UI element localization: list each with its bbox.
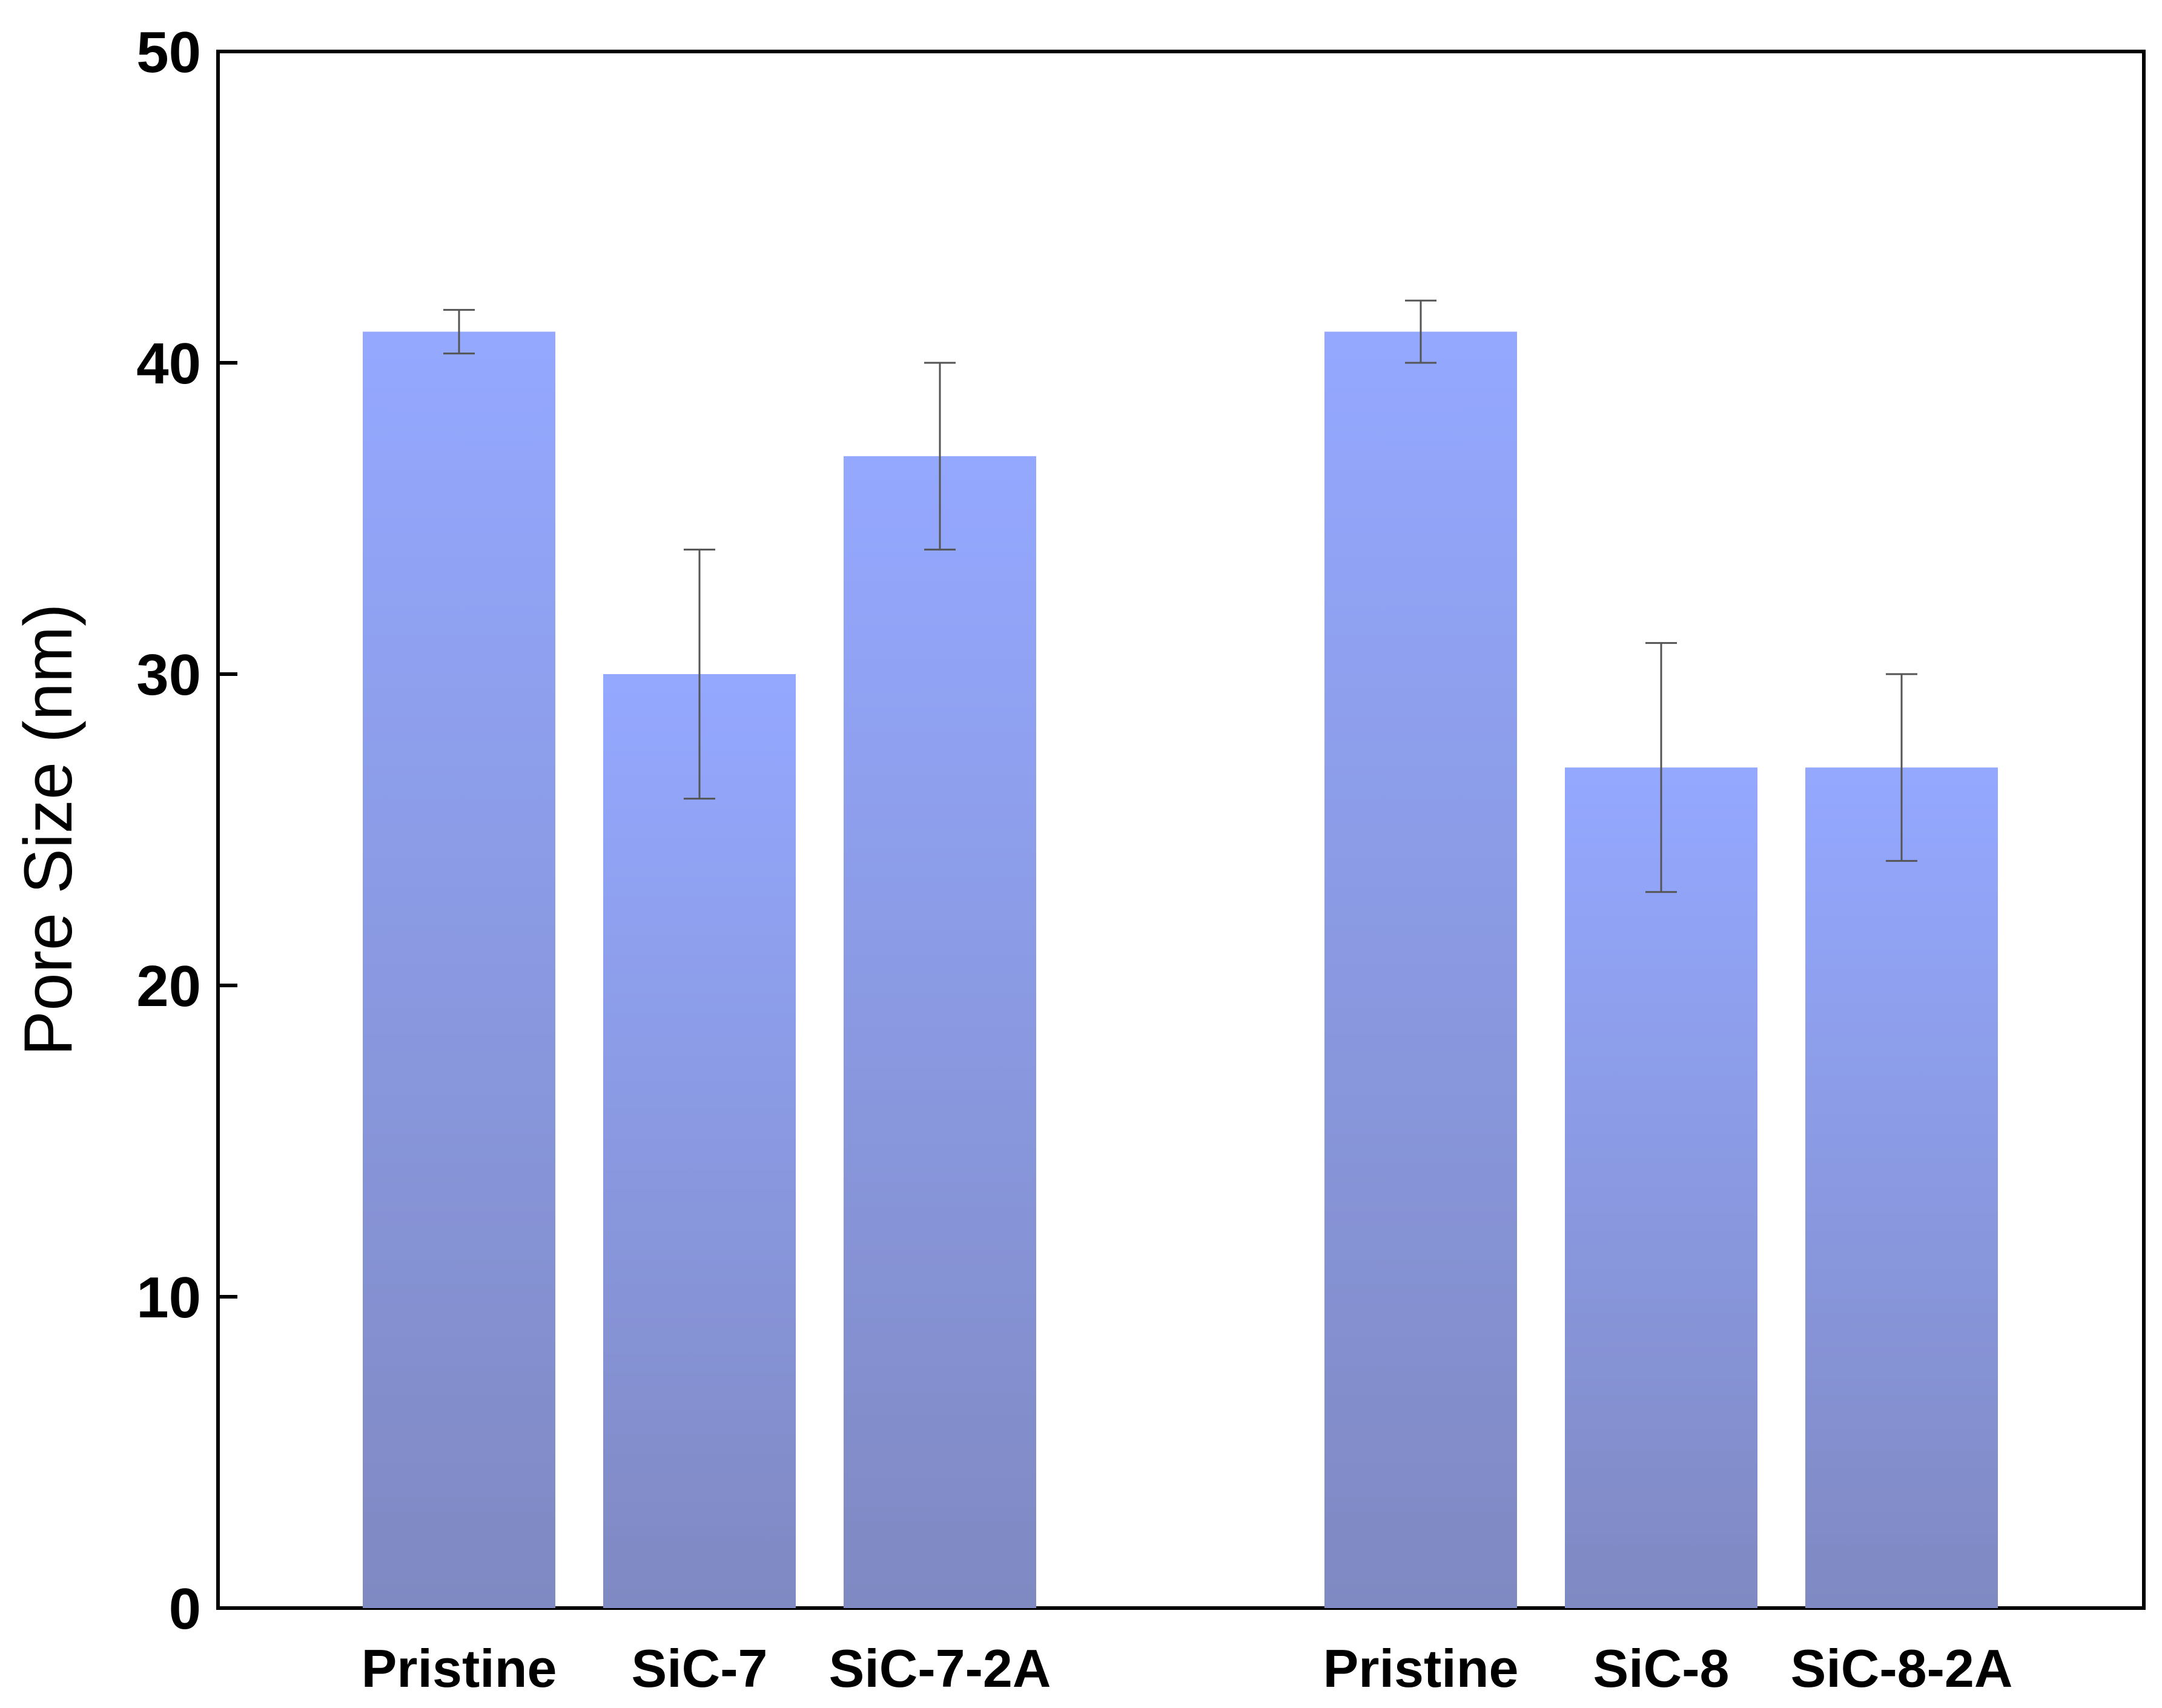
bar <box>1805 767 1998 1608</box>
y-tick-label: 30 <box>136 643 201 707</box>
bar <box>603 674 796 1608</box>
y-tick-label: 10 <box>136 1265 201 1330</box>
x-axis-categories: Pristine SiC-7 SiC-7-2A Pristine SiC-8 SiC-8-… <box>362 1638 2013 1698</box>
y-tick-label: 20 <box>136 954 201 1019</box>
bar <box>1565 767 1757 1608</box>
error-bars <box>443 299 1917 893</box>
y-tick-label: 0 <box>169 1577 201 1641</box>
y-tick-label: 50 <box>136 20 201 85</box>
y-tick-label: 40 <box>136 331 201 396</box>
plot-frame <box>216 50 2146 1610</box>
bar <box>363 331 555 1608</box>
bar <box>1324 331 1517 1608</box>
category-label: Pristine <box>362 1638 557 1698</box>
category-label: SiC-7 <box>632 1638 768 1698</box>
bars <box>363 331 1998 1609</box>
category-label: SiC-8 <box>1593 1638 1730 1698</box>
y-axis-title: Pore Size (nm) <box>10 604 86 1056</box>
category-label: SiC-7-2A <box>829 1638 1051 1698</box>
y-axis-ticks: 0 10 20 30 40 50 <box>136 20 237 1641</box>
bar <box>844 456 1036 1609</box>
category-label: SiC-8-2A <box>1791 1638 2013 1698</box>
category-label: Pristine <box>1323 1638 1519 1698</box>
